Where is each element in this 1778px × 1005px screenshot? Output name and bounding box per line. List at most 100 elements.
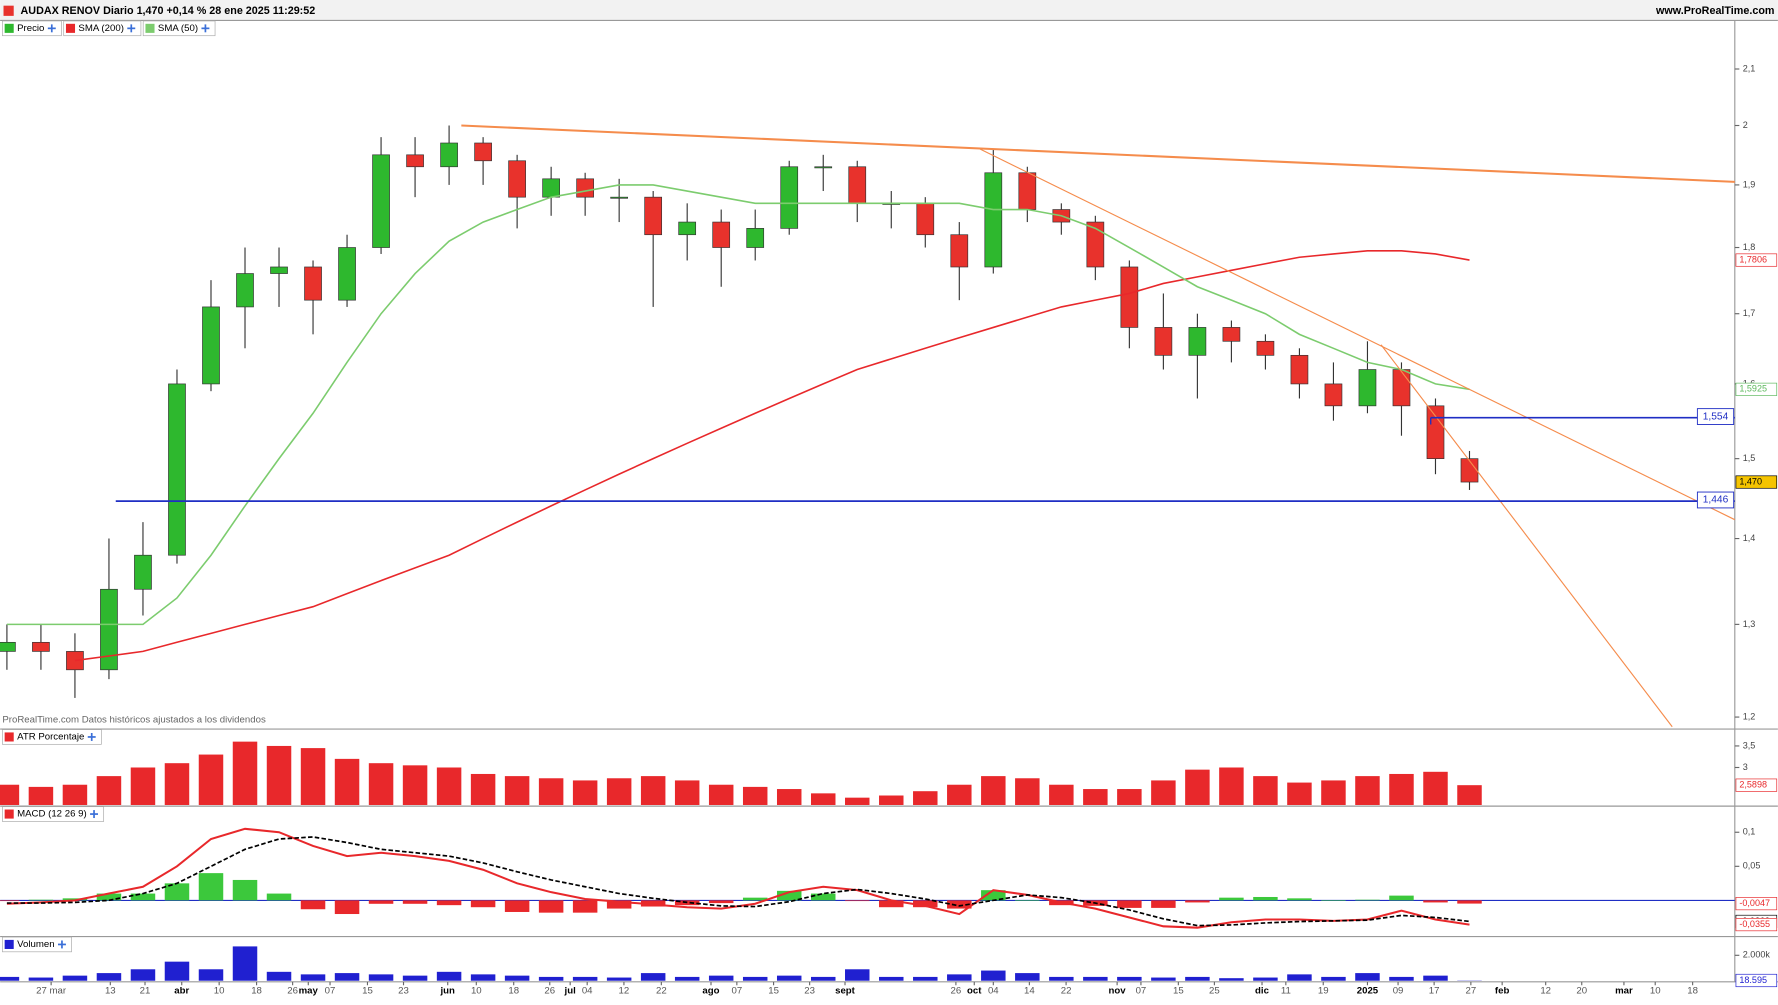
candle-body — [1155, 327, 1172, 355]
bar — [1287, 783, 1311, 805]
legend-swatch — [5, 940, 14, 949]
histogram-bar — [505, 900, 529, 912]
histogram-bar — [335, 900, 359, 914]
histogram-bar — [1287, 898, 1311, 900]
x-tick-label: mar — [1615, 985, 1633, 996]
bar — [641, 776, 665, 805]
bar — [233, 946, 257, 980]
candle-body — [1427, 406, 1444, 459]
y-tick-label: 1,4 — [1743, 533, 1756, 543]
x-tick-label: 09 — [1393, 985, 1404, 996]
header-icon — [4, 6, 14, 16]
histogram-bar — [199, 873, 223, 900]
candle-body — [747, 228, 764, 247]
histogram-bar — [539, 900, 563, 912]
candle-body — [168, 384, 185, 555]
legend-label: SMA (50) — [158, 23, 198, 34]
x-tick-label: feb — [1495, 985, 1510, 996]
trend-line — [461, 126, 1734, 182]
x-tick-label: 27 — [1465, 985, 1476, 996]
bar — [1117, 789, 1141, 805]
bar — [675, 780, 699, 805]
bar — [1151, 978, 1175, 981]
macd-line — [7, 837, 1470, 926]
bar — [1049, 785, 1073, 805]
candle-body — [407, 155, 424, 167]
histogram-bar — [0, 900, 19, 901]
histogram-bar — [1389, 896, 1413, 901]
y-tick-label: 3 — [1743, 762, 1748, 772]
bar — [403, 976, 427, 981]
legend-swatch — [145, 24, 154, 33]
bar — [267, 972, 291, 981]
x-tick-label: 19 — [1318, 985, 1329, 996]
bar — [369, 974, 393, 980]
bar — [607, 778, 631, 805]
bar — [131, 767, 155, 804]
bar — [335, 759, 359, 805]
candle-body — [1019, 173, 1036, 210]
level-label: 1,554 — [1703, 411, 1729, 422]
x-tick-label: may — [299, 985, 319, 996]
legend-label: Volumen — [17, 939, 54, 950]
candle-body — [66, 651, 83, 669]
candle-body — [1257, 341, 1274, 355]
bar — [437, 972, 461, 981]
histogram-bar — [1117, 900, 1141, 907]
bar — [301, 748, 325, 805]
x-tick-label: sept — [835, 985, 856, 996]
x-tick-label: 12 — [1540, 985, 1551, 996]
legend-swatch — [5, 24, 14, 33]
x-tick-label: 26 — [951, 985, 962, 996]
candle-body — [1189, 327, 1206, 355]
x-tick-label: 10 — [1650, 985, 1661, 996]
bar — [63, 785, 87, 805]
bar — [1219, 978, 1243, 981]
value-tag-label: 2,5898 — [1739, 780, 1767, 790]
bar — [437, 767, 461, 804]
bar — [97, 776, 121, 805]
candle-body — [1325, 384, 1342, 406]
value-tag-label: -0,0355 — [1739, 919, 1770, 929]
histogram-bar — [1219, 898, 1243, 901]
histogram-bar — [1457, 900, 1481, 903]
x-tick-label: 14 — [1024, 985, 1035, 996]
x-tick-label: 12 — [619, 985, 630, 996]
x-tick-label: 25 — [1209, 985, 1220, 996]
bar — [641, 973, 665, 981]
bar — [845, 969, 869, 980]
candle-body — [611, 197, 628, 198]
bar — [403, 765, 427, 805]
x-tick-label: 11 — [1281, 985, 1291, 996]
bar — [471, 774, 495, 805]
bar — [199, 969, 223, 980]
bar — [913, 977, 937, 981]
value-tag-label: 1,5925 — [1739, 384, 1767, 394]
histogram-bar — [709, 900, 733, 903]
bar — [1355, 973, 1379, 981]
candle-body — [32, 642, 49, 651]
bar — [1253, 776, 1277, 805]
histogram-bar — [1015, 900, 1039, 901]
bar — [267, 746, 291, 805]
bar — [471, 974, 495, 980]
histogram-bar — [845, 900, 869, 901]
candle-body — [577, 179, 594, 197]
header-site: www.ProRealTime.com — [1655, 5, 1774, 17]
candle-body — [271, 267, 288, 274]
candle-body — [475, 143, 492, 161]
bar — [573, 780, 597, 805]
bar — [131, 969, 155, 980]
x-tick-label: 21 — [140, 985, 151, 996]
y-tick-label: 0,05 — [1743, 861, 1761, 871]
bar — [29, 787, 53, 805]
y-tick-label: 1,9 — [1743, 179, 1756, 189]
y-tick-label: 2 — [1743, 120, 1748, 130]
value-tag-label: 18.595 — [1739, 975, 1767, 985]
bar — [1015, 973, 1039, 981]
candle-body — [305, 267, 322, 300]
candle-body — [441, 143, 458, 167]
x-tick-label: oct — [967, 985, 982, 996]
bar — [1253, 978, 1277, 981]
x-tick-label: 22 — [1061, 985, 1072, 996]
